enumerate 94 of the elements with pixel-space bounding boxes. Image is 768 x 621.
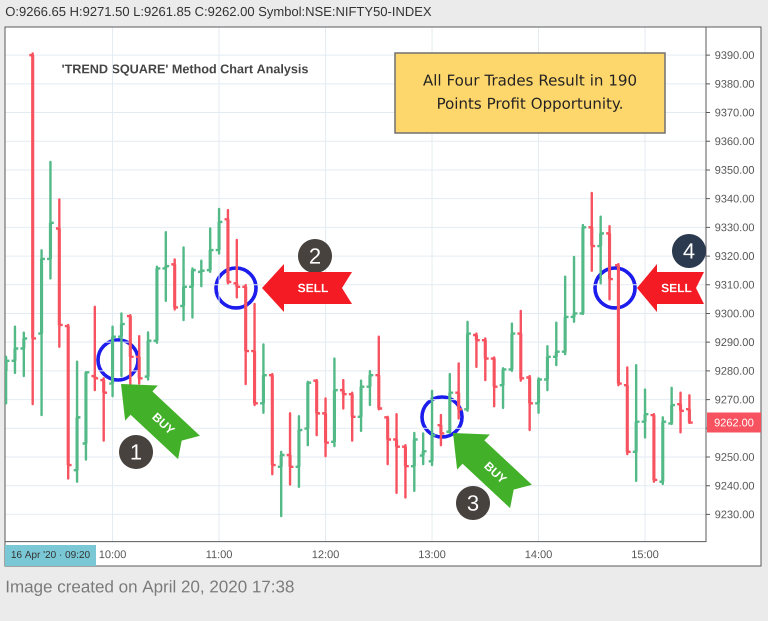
text: Image created on April 20, 2020 17:38 bbox=[6, 580, 294, 596]
candlestick bbox=[338, 378, 348, 410]
y-tick-label: 9230.00 bbox=[715, 510, 754, 518]
text: 9262.00 bbox=[714, 418, 754, 426]
candlestick bbox=[250, 302, 260, 406]
y-tick-label: 9300.00 bbox=[715, 310, 754, 318]
candlestick bbox=[436, 414, 446, 446]
candlestick bbox=[472, 332, 481, 368]
y-tick-label: 9380.00 bbox=[715, 80, 754, 88]
y-tick-label: 9240.00 bbox=[715, 482, 754, 490]
candlestick bbox=[480, 337, 490, 382]
candlestick bbox=[552, 321, 561, 366]
y-tick-label: 9290.00 bbox=[715, 338, 754, 346]
candlestick bbox=[294, 415, 304, 488]
candlestick bbox=[161, 231, 170, 302]
y-tick-label: 9350.00 bbox=[715, 166, 754, 174]
candlestick bbox=[427, 390, 437, 466]
candlestick bbox=[36, 249, 46, 416]
candlestick bbox=[10, 325, 20, 374]
candlestick bbox=[46, 160, 56, 280]
candlestick bbox=[54, 198, 64, 348]
candlestick bbox=[356, 379, 366, 432]
candlestick bbox=[507, 322, 516, 372]
x-tick-label: 13:00 bbox=[419, 550, 446, 558]
candlestick bbox=[320, 397, 330, 458]
candlestick bbox=[258, 343, 268, 414]
candlestick bbox=[19, 332, 28, 378]
candlestick bbox=[178, 246, 188, 322]
candlestick bbox=[604, 225, 614, 301]
candlestick bbox=[525, 374, 534, 432]
candlestick bbox=[72, 360, 82, 483]
y-tick-label: 9270.00 bbox=[715, 396, 754, 404]
y-tick-label: 9320.00 bbox=[715, 252, 754, 260]
candlestick bbox=[374, 336, 384, 411]
candlestick bbox=[365, 370, 374, 406]
candlestick bbox=[676, 392, 686, 434]
candlestick bbox=[134, 334, 144, 385]
annotation: 2 bbox=[310, 248, 320, 264]
candlestick bbox=[241, 284, 250, 386]
y-tick-label: 9280.00 bbox=[715, 367, 754, 375]
candlestick bbox=[640, 388, 650, 439]
annotation: All Four Trades Result in 190 Points Profit Opportunity. bbox=[423, 74, 636, 112]
candlestick bbox=[560, 276, 570, 356]
candlestick bbox=[516, 310, 526, 382]
annotation: SELL bbox=[662, 284, 692, 292]
y-tick-label: 9340.00 bbox=[715, 194, 754, 203]
annotation: 3 bbox=[468, 495, 478, 511]
candlestick bbox=[206, 227, 215, 274]
candlestick bbox=[330, 357, 339, 448]
candlestick bbox=[392, 413, 402, 494]
candlestick bbox=[116, 312, 126, 378]
y-tick-label: 9330.00 bbox=[715, 223, 754, 232]
candlestick bbox=[569, 256, 579, 323]
candlestick bbox=[126, 314, 135, 386]
y-tick-label: 9390.00 bbox=[715, 51, 754, 60]
annotation: 1 bbox=[132, 444, 142, 460]
x-tick-label: 15:00 bbox=[632, 550, 658, 558]
x-tick-label: 11:00 bbox=[206, 550, 232, 558]
x-tick-label: 10:00 bbox=[100, 550, 126, 558]
y-tick-label: 9250.00 bbox=[715, 453, 754, 461]
candlestick bbox=[196, 259, 206, 288]
x-tick-label: 12:00 bbox=[312, 550, 339, 558]
candlestick bbox=[214, 208, 224, 255]
candlestick bbox=[285, 412, 295, 486]
chart-title: O:9266.65 H:9271.50 L:9261.85 C:9262.00 Symbol:NSE:NIFTY50-INDEX bbox=[6, 6, 432, 19]
candlestick bbox=[587, 192, 596, 272]
candlestick bbox=[143, 331, 153, 381]
candlestick bbox=[596, 216, 606, 285]
annotation: 4 bbox=[683, 243, 694, 259]
text: 16 Apr '20 · 09:20 bbox=[12, 550, 90, 560]
y-tick-label: 9310.00 bbox=[715, 280, 754, 289]
candlestick bbox=[99, 377, 108, 442]
x-tick-label: 14:00 bbox=[526, 550, 552, 558]
y-tick-label: 9360.00 bbox=[715, 137, 754, 146]
candlestick bbox=[418, 432, 428, 466]
candlestick bbox=[90, 306, 100, 392]
candlestick bbox=[445, 372, 454, 434]
candlestick bbox=[542, 345, 552, 392]
text: 'TREND SQUARE' Method Chart Analysis bbox=[62, 64, 308, 76]
candlestick bbox=[622, 366, 632, 456]
candlestick bbox=[534, 377, 544, 414]
annotation: SELL bbox=[298, 284, 328, 292]
candlestick bbox=[632, 364, 641, 482]
candlestick bbox=[400, 444, 410, 499]
candlestick bbox=[454, 362, 464, 420]
candlestick bbox=[108, 325, 118, 398]
y-tick-label: 9370.00 bbox=[715, 108, 754, 116]
candlestick bbox=[232, 238, 242, 299]
candlestick bbox=[410, 432, 419, 492]
candlestick bbox=[276, 450, 286, 518]
candlestick bbox=[490, 356, 499, 408]
candlestick bbox=[462, 320, 472, 412]
candlestick bbox=[348, 392, 357, 442]
candlestick bbox=[188, 267, 198, 319]
